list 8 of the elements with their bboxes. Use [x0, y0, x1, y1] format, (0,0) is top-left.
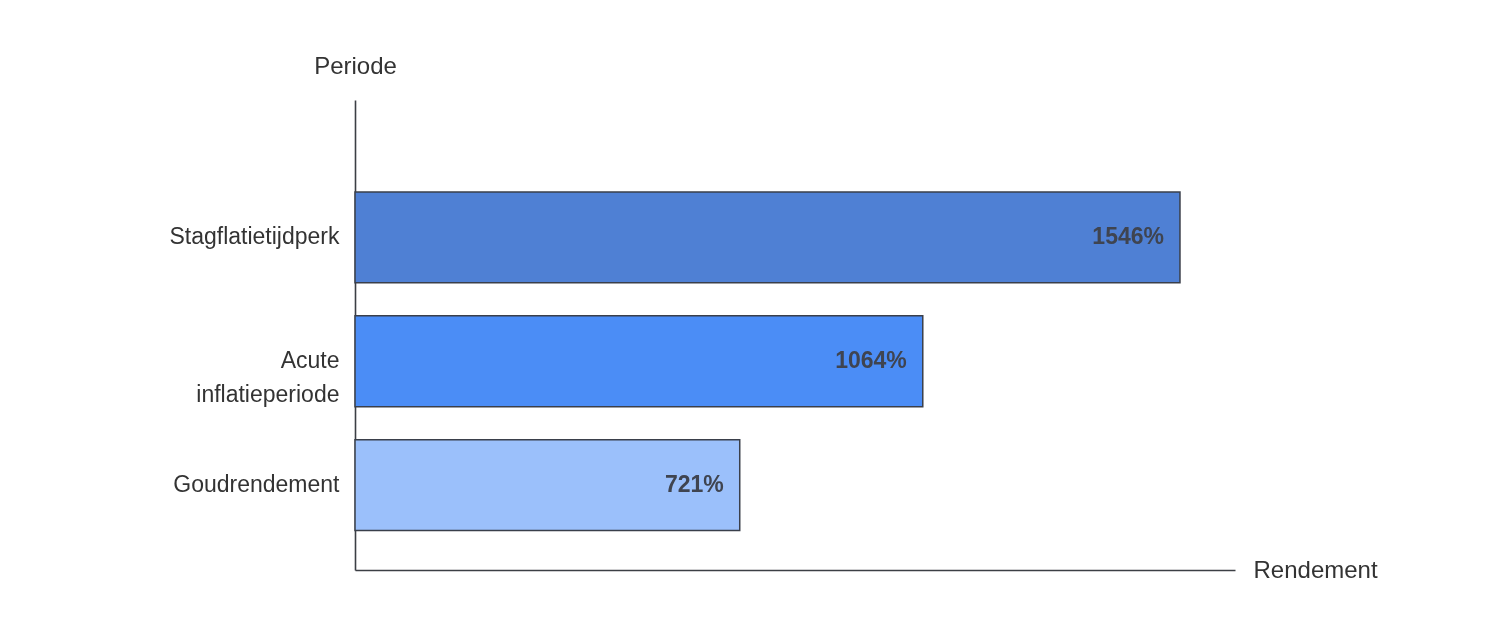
- y-tick-label: Stagflatietijdperk: [169, 223, 340, 250]
- data-label: 1064%: [835, 347, 907, 374]
- y-tick-label: Goudrendement: [173, 471, 341, 498]
- x-axis-title: Rendement: [1253, 555, 1378, 583]
- y-axis-title: Periode: [314, 51, 397, 79]
- data-label: 1546%: [1092, 223, 1164, 250]
- data-label: 721%: [664, 471, 724, 498]
- y-tick-label: Acute inflatieperiode: [196, 347, 340, 408]
